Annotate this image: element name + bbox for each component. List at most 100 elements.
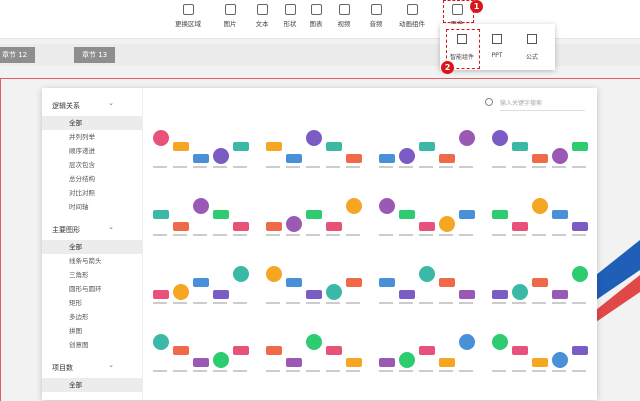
thumb-line: [213, 166, 227, 168]
thumb-line: [512, 302, 526, 304]
thumb-line: [286, 234, 300, 236]
toolbar-button[interactable]: 图片: [210, 4, 250, 28]
template-card[interactable]: [373, 252, 481, 316]
group-item[interactable]: 并列列举: [42, 130, 142, 144]
thumb-line: [213, 302, 227, 304]
thumb-shape: [233, 222, 249, 231]
thumb-line: [153, 302, 167, 304]
thumb-shape: [419, 266, 435, 282]
thumb-line: [266, 302, 280, 304]
thumb-shape: [153, 130, 169, 146]
thumb-shape: [379, 154, 395, 163]
popup-item[interactable]: 智能组件: [446, 34, 478, 61]
thumb-line: [326, 302, 340, 304]
template-card[interactable]: [373, 116, 481, 180]
toolbar-button[interactable]: 文本: [242, 4, 282, 28]
search-box[interactable]: 输入关键字搜索: [500, 98, 585, 111]
thumb-shape: [459, 130, 475, 146]
template-card[interactable]: [373, 184, 481, 248]
group-item[interactable]: 创意图: [42, 338, 142, 352]
thumb-shape: [492, 290, 508, 299]
group-item[interactable]: 圆形与圆环: [42, 282, 142, 296]
thumb-shape: [193, 358, 209, 367]
icon: [527, 34, 537, 44]
popup-item[interactable]: PPT: [481, 34, 513, 59]
thumb-line: [492, 234, 506, 236]
thumbnail: [266, 130, 362, 168]
toolbar-button[interactable]: 视频: [324, 4, 364, 28]
toolbar-button[interactable]: 形状: [270, 4, 310, 28]
thumb-line: [552, 370, 566, 372]
template-card[interactable]: [373, 320, 481, 384]
toolbar-button[interactable]: 音频: [356, 4, 396, 28]
thumb-line: [306, 370, 320, 372]
toolbar-button[interactable]: 动画组件: [392, 4, 432, 28]
template-card[interactable]: [486, 320, 594, 384]
thumb-shape: [266, 142, 282, 151]
thumb-shape: [173, 346, 189, 355]
group-item[interactable]: 层次包含: [42, 158, 142, 172]
template-card[interactable]: [147, 320, 255, 384]
template-card[interactable]: [260, 184, 368, 248]
group-title-label: 项目数: [52, 364, 73, 372]
thumbnail: [492, 198, 588, 236]
section-tab[interactable]: 章节 12: [0, 47, 36, 63]
template-card[interactable]: [147, 116, 255, 180]
group-item[interactable]: 总分结构: [42, 172, 142, 186]
group-item[interactable]: 矩形: [42, 296, 142, 310]
group-item[interactable]: 时间轴: [42, 200, 142, 214]
template-grid: 输入关键字搜索: [145, 88, 597, 400]
thumb-shape: [399, 210, 415, 219]
thumb-shape: [233, 346, 249, 355]
template-card[interactable]: [486, 184, 594, 248]
group-item[interactable]: 全部: [42, 116, 142, 130]
group-item-label: 拼图: [69, 327, 82, 335]
thumb-shape: [552, 148, 568, 164]
group-item[interactable]: 拼图: [42, 324, 142, 338]
template-card[interactable]: [486, 252, 594, 316]
template-card[interactable]: [260, 320, 368, 384]
group-item-label: 线条与箭头: [69, 257, 102, 265]
toolbar-button-label: 音频: [369, 20, 383, 28]
group-item[interactable]: 三角形: [42, 268, 142, 282]
thumb-line: [286, 370, 300, 372]
toolbar-button[interactable]: 图表: [296, 4, 336, 28]
group-title[interactable]: 逻辑关系 ⌄: [42, 96, 142, 116]
popup-item-label: PPT: [491, 52, 503, 59]
thumb-line: [552, 166, 566, 168]
group-item-label: 全部: [69, 381, 82, 389]
thumb-line: [233, 234, 247, 236]
group-item[interactable]: 对比对照: [42, 186, 142, 200]
group-item[interactable]: 顺序递进: [42, 144, 142, 158]
toolbar-button-label: 形状: [283, 20, 297, 28]
icon: [256, 4, 268, 15]
thumb-shape: [153, 210, 169, 219]
thumb-line: [213, 370, 227, 372]
template-card[interactable]: [260, 116, 368, 180]
thumb-line: [286, 166, 300, 168]
template-card[interactable]: [486, 116, 594, 180]
thumb-line: [492, 370, 506, 372]
group-item[interactable]: 全部: [42, 378, 142, 392]
toolbar-button[interactable]: 更换区域: [168, 4, 208, 28]
refresh-icon[interactable]: [485, 98, 493, 106]
group-title[interactable]: 项目数 ⌄: [42, 358, 142, 378]
thumb-shape: [326, 284, 342, 300]
thumb-shape: [532, 358, 548, 367]
step-badge: 2: [441, 61, 454, 74]
smart-panel: 逻辑关系 ⌄ 全部 并列列举 顺序递进 层次包含 总分结构 对比对照 时间轴 主要图形 ⌄ 全部 线条与…: [42, 88, 597, 400]
group-item[interactable]: 线条与箭头: [42, 254, 142, 268]
group-title[interactable]: 主要图形 ⌄: [42, 220, 142, 240]
popup-item[interactable]: 公式: [516, 34, 548, 61]
group-item[interactable]: 全部: [42, 240, 142, 254]
template-card[interactable]: [260, 252, 368, 316]
group-item-label: 对比对照: [69, 189, 95, 197]
thumb-line: [193, 302, 207, 304]
group-item[interactable]: 多边形: [42, 310, 142, 324]
template-card[interactable]: [147, 184, 255, 248]
thumb-line: [306, 302, 320, 304]
thumb-shape: [552, 210, 568, 219]
section-tab[interactable]: 章节 13: [74, 47, 116, 63]
template-card[interactable]: [147, 252, 255, 316]
thumb-shape: [233, 142, 249, 151]
